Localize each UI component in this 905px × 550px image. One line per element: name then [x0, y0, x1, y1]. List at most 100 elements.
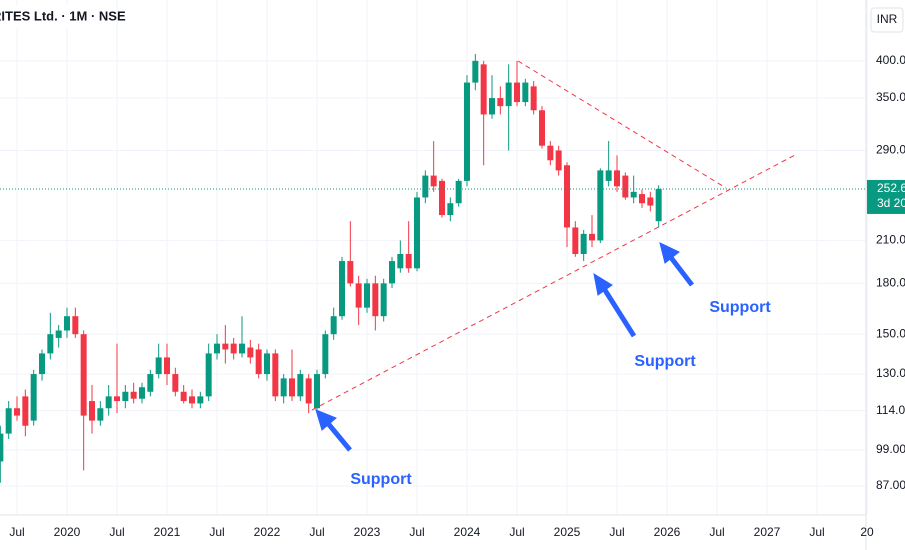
- candle-body: [647, 197, 654, 206]
- candle-body: [572, 227, 579, 255]
- candle-body: [222, 343, 229, 350]
- candle-body: [39, 353, 45, 375]
- candle-body: [414, 197, 420, 269]
- last-price-box: [867, 179, 905, 214]
- candle-body: [105, 396, 112, 409]
- candle-body: [264, 353, 270, 375]
- grid: [0, 0, 868, 515]
- arrow: [667, 253, 694, 287]
- candle-body: [472, 60, 479, 83]
- currency-box[interactable]: [870, 7, 904, 33]
- candle-body: [464, 82, 470, 181]
- candle-body: [630, 191, 637, 198]
- x-tick-label: Jul: [509, 525, 524, 539]
- arrow-head: [659, 242, 680, 264]
- candle-body: [89, 401, 95, 421]
- x-tick-label: 2024: [454, 525, 481, 539]
- candle-body: [597, 170, 604, 241]
- candle-body: [164, 357, 170, 375]
- chart-title: RITES Ltd. · 1M · NSE: [0, 8, 126, 23]
- candle-body: [530, 86, 537, 111]
- candle-body: [0, 433, 4, 462]
- candle-body: [247, 347, 254, 358]
- candle-body: [14, 408, 20, 416]
- resistance-trendline: [517, 60, 727, 189]
- last-price-label: 252.6: [877, 181, 905, 195]
- candle-body: [189, 396, 195, 404]
- candle-body: [522, 82, 529, 103]
- candle-body: [489, 98, 495, 115]
- candle-body: [372, 283, 379, 317]
- candle-body: [289, 378, 295, 397]
- x-tick-label: 20: [860, 525, 874, 539]
- y-tick-label: 290.0: [876, 143, 905, 157]
- candle-body: [339, 261, 345, 317]
- candle-body: [180, 391, 187, 402]
- x-tick-label: Jul: [209, 525, 224, 539]
- y-tick-label: 400.0: [876, 53, 905, 67]
- candle-body: [430, 175, 437, 187]
- candle-body: [480, 64, 487, 115]
- candle-body: [622, 175, 629, 198]
- arrow: [324, 419, 352, 452]
- candle-body: [172, 374, 179, 392]
- x-tick-label: Jul: [609, 525, 624, 539]
- x-tick-label: 2027: [754, 525, 781, 539]
- x-tick-label: Jul: [309, 525, 324, 539]
- candle-body: [114, 396, 120, 402]
- candle-body: [455, 180, 462, 204]
- candle-body: [280, 378, 287, 397]
- y-tick-label: 130.0: [876, 366, 905, 380]
- arrow: [600, 285, 637, 338]
- candle-body: [122, 391, 129, 402]
- candle-body: [364, 283, 370, 308]
- candle-body: [155, 357, 162, 375]
- x-tick-label: 2023: [354, 525, 381, 539]
- candle-body: [205, 353, 212, 397]
- candle-body: [255, 349, 262, 375]
- title-background: [0, 6, 112, 28]
- candle-body: [580, 233, 587, 255]
- candle-body: [655, 188, 662, 222]
- x-tick-label: Jul: [9, 525, 24, 539]
- candle-body: [439, 180, 445, 216]
- candle-body: [239, 343, 245, 354]
- candle-body: [139, 387, 145, 399]
- x-tick-label: 2020: [54, 525, 81, 539]
- candle-body: [547, 145, 554, 161]
- candle-body: [514, 82, 520, 103]
- x-tick-label: Jul: [709, 525, 724, 539]
- arrow-head: [593, 272, 613, 296]
- x-tick-label: Jul: [809, 525, 824, 539]
- x-tick-label: 2025: [554, 525, 581, 539]
- candle-body: [380, 283, 387, 317]
- candle-body: [347, 261, 354, 284]
- candle-body: [314, 374, 320, 409]
- y-tick-label: 114.0: [876, 403, 905, 417]
- candle-body: [505, 82, 512, 107]
- countdown: 3d 20: [877, 196, 905, 210]
- x-tick-label: 2021: [154, 525, 181, 539]
- y-tick-label: 210.0: [876, 233, 905, 247]
- candle-body: [22, 396, 29, 426]
- x-tick-label: Jul: [409, 525, 424, 539]
- candle-body: [355, 283, 362, 308]
- candle-body: [272, 353, 279, 397]
- candle-body: [614, 170, 620, 187]
- candle-body: [564, 165, 570, 228]
- x-tick-label: 2022: [254, 525, 281, 539]
- candle-body: [47, 334, 54, 354]
- candle-body: [322, 334, 329, 375]
- candle-body: [605, 170, 612, 181]
- arrows: [315, 242, 694, 452]
- arrow-head: [315, 409, 337, 431]
- candle-body: [55, 330, 62, 338]
- annotation: Support: [350, 471, 412, 488]
- support-trendline: [311, 154, 796, 411]
- candle-body: [589, 233, 595, 241]
- annotation: Support: [709, 299, 771, 316]
- candle-body: [447, 203, 454, 216]
- candle-body: [305, 378, 312, 404]
